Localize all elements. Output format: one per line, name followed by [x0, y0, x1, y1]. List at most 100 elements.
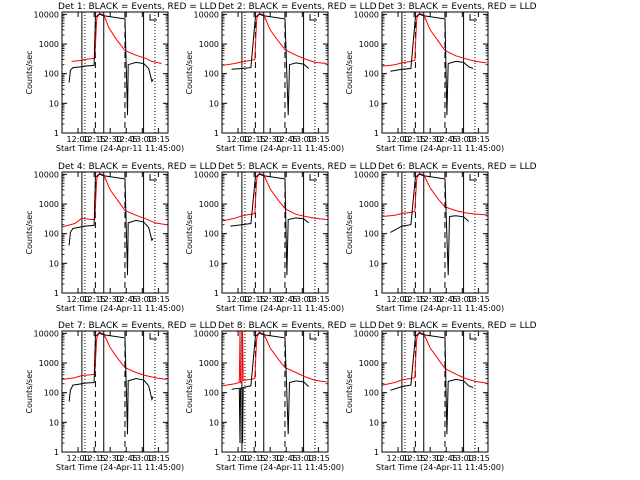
x-tick-label: 12:45 — [275, 135, 298, 144]
series-line-black — [230, 173, 310, 276]
panel-det-8: Det 8: BLACK = Events, RED = LLD 1 10 100 10… — [185, 321, 377, 472]
x-tick-label: 12:45 — [275, 454, 298, 463]
corner-step-mark — [149, 174, 158, 181]
series-line-red — [222, 172, 327, 222]
x-tick-label: 12:30 — [259, 454, 282, 463]
y-tick-label: 1000 — [39, 359, 59, 368]
x-tick-label: 13:00 — [131, 454, 154, 463]
panel-title: Det 9: BLACK = Events, RED = LLD — [378, 321, 537, 331]
x-tick-label: 12:15 — [243, 454, 266, 463]
y-tick-label: 1 — [54, 129, 59, 138]
x-tick-label: 13:15 — [147, 295, 170, 304]
x-tick-label: 13:15 — [307, 295, 330, 304]
x-axis-label: Start Time (24-Apr-11 11:45:00) — [216, 144, 344, 153]
x-tick-label: 13:15 — [307, 135, 330, 144]
x-tick-label: 13:00 — [291, 454, 314, 463]
x-axis-label: Start Time (24-Apr-11 11:45:00) — [56, 304, 184, 313]
series-line-black — [68, 173, 154, 276]
plot-frame — [61, 330, 169, 453]
x-tick-label: 12:00 — [387, 454, 410, 463]
y-tick-label: 10 — [49, 418, 59, 427]
x-tick-label: 12:00 — [227, 454, 250, 463]
x-tick-label: 12:45 — [115, 454, 138, 463]
y-tick-label: 10 — [209, 99, 219, 108]
x-axis-label: Start Time (24-Apr-11 11:45:00) — [216, 304, 344, 313]
y-tick-label: 1 — [374, 289, 379, 298]
x-axis-label: Start Time (24-Apr-11 11:45:00) — [56, 144, 184, 153]
panel-title: Det 6: BLACK = Events, RED = LLD — [378, 162, 537, 172]
y-tick-label: 10 — [369, 99, 379, 108]
x-tick-label: 12:00 — [387, 135, 410, 144]
y-tick-label: 1000 — [39, 40, 59, 49]
plot-frame — [381, 330, 489, 453]
x-tick-label: 12:45 — [115, 135, 138, 144]
series-line-red — [222, 330, 327, 387]
x-tick-label: 13:00 — [451, 135, 474, 144]
y-tick-label: 1 — [214, 129, 219, 138]
panel-title: Det 4: BLACK = Events, RED = LLD — [58, 162, 217, 172]
y-tick-label: 100 — [204, 230, 219, 239]
x-tick-label: 12:15 — [83, 295, 106, 304]
y-axis-label: Counts/sec — [345, 210, 354, 254]
x-tick-label: 12:15 — [243, 135, 266, 144]
y-tick-label: 100 — [204, 389, 219, 398]
series-line-red — [382, 331, 487, 386]
y-tick-label: 100 — [44, 389, 59, 398]
x-tick-label: 12:15 — [243, 295, 266, 304]
x-tick-label: 13:15 — [467, 295, 490, 304]
y-tick-label: 10 — [49, 99, 59, 108]
y-tick-label: 1000 — [199, 359, 219, 368]
y-tick-label: 10 — [49, 259, 59, 268]
x-tick-label: 13:15 — [467, 454, 490, 463]
x-tick-label: 12:15 — [403, 295, 426, 304]
y-tick-label: 1 — [54, 448, 59, 457]
x-tick-label: 12:45 — [435, 454, 458, 463]
y-axis-label: Counts/sec — [185, 369, 194, 413]
x-axis-label: Start Time (24-Apr-11 11:45:00) — [376, 144, 504, 153]
x-axis-label: Start Time (24-Apr-11 11:45:00) — [216, 463, 344, 472]
plot-frame — [61, 11, 169, 134]
x-axis-label: Start Time (24-Apr-11 11:45:00) — [56, 463, 184, 472]
corner-step-mark — [469, 14, 478, 21]
panel-title: Det 2: BLACK = Events, RED = LLD — [218, 2, 377, 12]
y-tick-label: 10 — [369, 418, 379, 427]
panel-det-9: Det 9: BLACK = Events, RED = LLD 1 10 100 10… — [345, 321, 537, 472]
panel-title: Det 1: BLACK = Events, RED = LLD — [58, 2, 217, 12]
series-line-black — [231, 332, 310, 444]
series-line-red — [71, 12, 162, 64]
x-tick-label: 12:30 — [259, 135, 282, 144]
x-tick-label: 12:00 — [387, 295, 410, 304]
series-line-red — [62, 172, 167, 228]
y-tick-label: 1000 — [359, 359, 379, 368]
y-tick-label: 10000 — [34, 170, 59, 179]
corner-step-mark — [469, 333, 478, 340]
y-tick-label: 10 — [209, 418, 219, 427]
y-tick-label: 1000 — [39, 200, 59, 209]
panel-title: Det 7: BLACK = Events, RED = LLD — [58, 321, 217, 331]
y-tick-label: 100 — [364, 230, 379, 239]
y-tick-label: 1 — [214, 289, 219, 298]
y-tick-label: 100 — [364, 70, 379, 79]
plot-frame — [221, 330, 329, 453]
plot-frame — [221, 171, 329, 294]
y-tick-label: 100 — [44, 230, 59, 239]
y-tick-label: 10000 — [194, 10, 219, 19]
panel-det-5: Det 5: BLACK = Events, RED = LLD 1 10 100 10… — [185, 162, 377, 313]
y-axis-label: Counts/sec — [345, 369, 354, 413]
x-tick-label: 12:15 — [83, 135, 106, 144]
x-tick-label: 12:45 — [115, 295, 138, 304]
y-tick-label: 10000 — [354, 10, 379, 19]
series-line-red — [62, 331, 167, 380]
x-tick-label: 13:00 — [451, 454, 474, 463]
y-tick-label: 10000 — [194, 329, 219, 338]
y-axis-label: Counts/sec — [185, 210, 194, 254]
y-axis-label: Counts/sec — [25, 210, 34, 254]
x-tick-label: 12:45 — [435, 295, 458, 304]
x-tick-label: 12:30 — [419, 295, 442, 304]
y-tick-label: 10000 — [34, 10, 59, 19]
x-tick-label: 12:30 — [419, 135, 442, 144]
panel-det-4: Det 4: BLACK = Events, RED = LLD 1 10 100 10… — [25, 162, 217, 313]
y-tick-label: 1000 — [199, 40, 219, 49]
x-tick-label: 12:00 — [227, 135, 250, 144]
series-line-red — [382, 172, 487, 217]
